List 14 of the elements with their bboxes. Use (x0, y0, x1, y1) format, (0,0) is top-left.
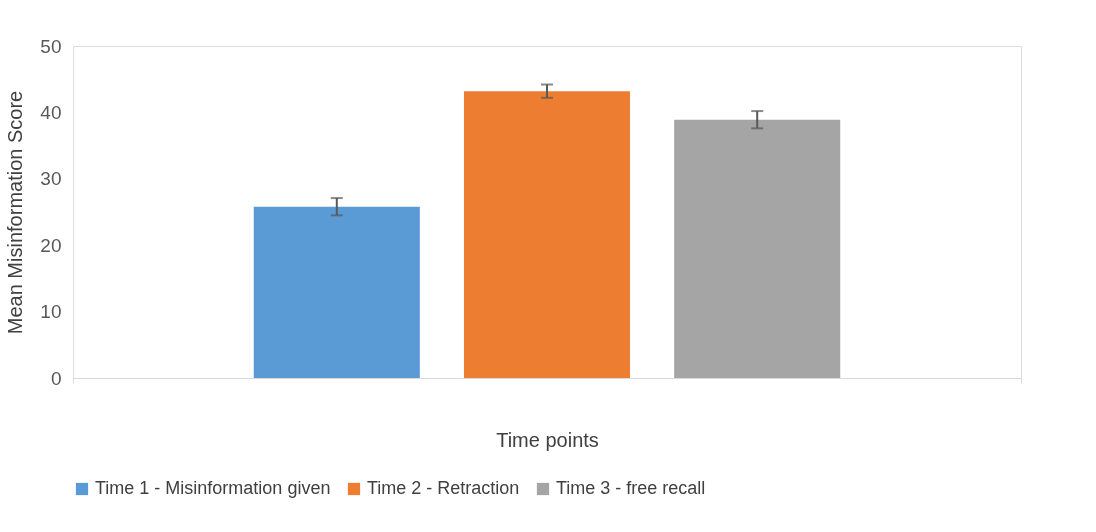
y-tick-label: 50 (40, 35, 62, 57)
y-tick-label: 0 (50, 367, 62, 389)
x-axis-title: Time points (496, 428, 599, 451)
legend-label: Time 2 - Retraction (367, 478, 520, 498)
bar (674, 119, 841, 378)
y-axis-title: Mean Misinformation Score (4, 90, 27, 335)
bar (253, 206, 420, 378)
bar (463, 91, 631, 378)
legend-label: Time 1 - Misinformation given (95, 478, 331, 498)
y-tick-label: 20 (40, 234, 62, 256)
y-tick-label: 40 (40, 101, 62, 123)
y-tick-label: 10 (40, 301, 62, 323)
y-tick-label: 30 (40, 168, 62, 190)
legend-label: Time 3 - free recall (556, 478, 706, 498)
